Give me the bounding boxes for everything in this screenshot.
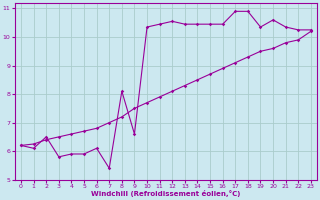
X-axis label: Windchill (Refroidissement éolien,°C): Windchill (Refroidissement éolien,°C) — [91, 190, 241, 197]
